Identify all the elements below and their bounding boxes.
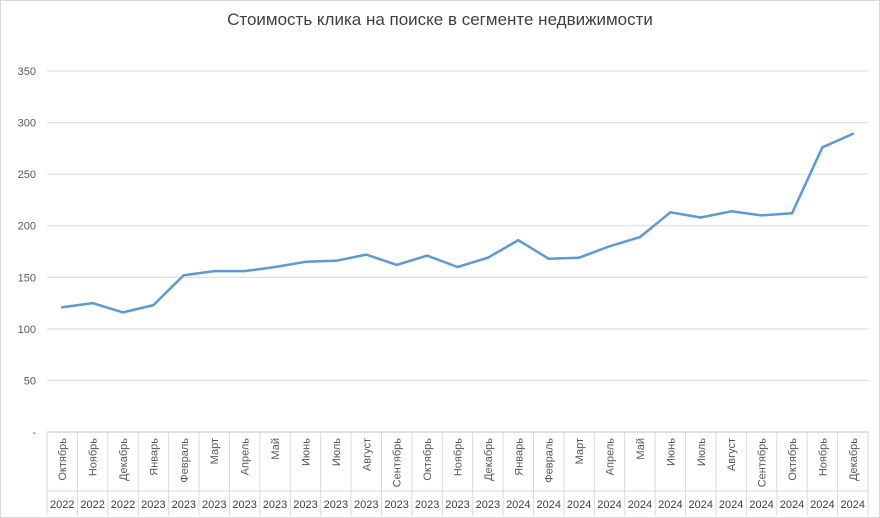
x-tick-label-month: Октябрь bbox=[422, 438, 434, 481]
x-tick-label-year: 2024 bbox=[658, 499, 682, 511]
x-tick-label-year: 2023 bbox=[263, 499, 287, 511]
x-tick-label-year: 2024 bbox=[689, 499, 713, 511]
data-point bbox=[851, 132, 854, 136]
series-line bbox=[60, 132, 855, 314]
data-point bbox=[365, 253, 368, 256]
y-axis: - 50 100 150 200 250 300 350 bbox=[18, 66, 37, 439]
data-point bbox=[273, 265, 277, 269]
x-tick-label-year: 2023 bbox=[476, 499, 500, 511]
x-tick-label-month: Февраль bbox=[179, 438, 191, 483]
x-tick-label-month: Сентябрь bbox=[757, 438, 769, 488]
x-tick-label-year: 2023 bbox=[172, 499, 196, 511]
x-tick-label-month: Ноябрь bbox=[453, 438, 465, 476]
x-tick-label-year: 2024 bbox=[536, 499, 560, 511]
x-tick-label-year: 2024 bbox=[810, 499, 834, 511]
x-tick-label-year: 2023 bbox=[324, 499, 348, 511]
x-tick-label-year: 2023 bbox=[415, 499, 439, 511]
data-point bbox=[577, 256, 581, 259]
x-tick-label-month: Июнь bbox=[665, 438, 677, 466]
x-tick-label-month: Июнь bbox=[300, 438, 312, 466]
x-tick-label-year: 2024 bbox=[567, 499, 591, 511]
y-tick-label: 300 bbox=[18, 118, 36, 130]
x-tick-label-month: Сентябрь bbox=[392, 438, 404, 488]
x-tick-label-year: 2024 bbox=[841, 499, 865, 511]
gridlines bbox=[47, 70, 868, 381]
x-tick-label-month: Октябрь bbox=[787, 438, 799, 481]
data-point bbox=[243, 269, 246, 273]
x-tick-label-month: Октябрь bbox=[57, 438, 69, 481]
x-tick-label-month: Декабрь bbox=[848, 438, 860, 481]
x-tick-label-year: 2024 bbox=[719, 499, 743, 511]
x-tick-label-year: 2023 bbox=[384, 499, 408, 511]
x-tick-label-month: Май bbox=[635, 438, 647, 460]
data-point bbox=[608, 245, 611, 248]
data-point bbox=[547, 257, 550, 260]
x-tick-label-year: 2024 bbox=[628, 499, 652, 511]
data-point bbox=[669, 211, 672, 214]
x-tick-label-year: 2023 bbox=[445, 499, 469, 511]
x-tick-label-month: Июль bbox=[331, 438, 343, 466]
x-tick-label-month: Август bbox=[361, 438, 373, 471]
y-tick-label: 200 bbox=[18, 221, 36, 233]
data-point bbox=[395, 263, 398, 267]
y-tick-label: 250 bbox=[18, 169, 36, 181]
chart-title: Стоимость клика на поиске в сегменте нед… bbox=[227, 10, 653, 29]
series bbox=[60, 132, 855, 314]
x-tick-label-year: 2024 bbox=[506, 499, 530, 511]
x-tick-label-year: 2024 bbox=[749, 499, 773, 511]
x-tick-label-year: 2023 bbox=[293, 499, 317, 511]
x-tick-label-month: Апрель bbox=[240, 438, 252, 476]
x-tick-label-year: 2024 bbox=[597, 499, 621, 511]
x-tick-label-month: Март bbox=[574, 438, 586, 464]
x-tick-label-month: Февраль bbox=[544, 438, 556, 483]
data-point bbox=[486, 256, 490, 259]
data-point bbox=[638, 235, 642, 239]
x-tick-label-year: 2022 bbox=[111, 499, 135, 511]
data-point bbox=[334, 259, 338, 262]
x-tick-label-month: Май bbox=[270, 438, 282, 460]
x-tick-label-year: 2024 bbox=[780, 499, 804, 511]
data-point bbox=[121, 311, 125, 314]
x-tick-label-month: Июль bbox=[696, 438, 708, 466]
x-tick-label-month: Декабрь bbox=[483, 438, 495, 481]
x-axis: Октябрь 2022 Ноябрь 2022 Декабрь 2022 Январь 20… bbox=[46, 431, 869, 516]
x-tick-label-month: Декабрь bbox=[118, 438, 130, 481]
y-tick-label: 50 bbox=[24, 375, 36, 387]
data-point bbox=[821, 146, 824, 149]
y-tick-label: - bbox=[32, 427, 36, 439]
x-tick-label-month: Апрель bbox=[605, 438, 617, 476]
x-tick-label-year: 2023 bbox=[202, 499, 226, 511]
x-tick-label-month: Январь bbox=[148, 438, 160, 476]
data-point bbox=[729, 210, 733, 213]
data-point bbox=[456, 265, 459, 269]
data-point bbox=[517, 238, 520, 242]
x-tick-label-year: 2022 bbox=[80, 499, 104, 511]
data-point bbox=[760, 214, 763, 217]
x-tick-label-month: Январь bbox=[513, 438, 525, 476]
data-point bbox=[304, 260, 307, 264]
x-tick-label-year: 2022 bbox=[50, 499, 74, 511]
x-tick-label-year: 2023 bbox=[354, 499, 378, 511]
data-point bbox=[61, 305, 64, 309]
x-tick-label-year: 2023 bbox=[141, 499, 165, 511]
data-point bbox=[790, 212, 794, 215]
data-point bbox=[425, 254, 429, 257]
x-tick-label-month: Март bbox=[209, 438, 221, 464]
x-tick-label-month: Ноябрь bbox=[88, 438, 100, 476]
data-point bbox=[699, 216, 702, 219]
y-tick-label: 150 bbox=[18, 272, 36, 284]
data-point bbox=[213, 269, 216, 273]
x-tick-label-month: Август bbox=[726, 438, 738, 471]
x-tick-label-month: Ноябрь bbox=[817, 438, 829, 476]
data-point bbox=[182, 274, 186, 277]
y-tick-label: 350 bbox=[18, 66, 36, 78]
data-point bbox=[91, 301, 94, 305]
data-point bbox=[152, 303, 155, 307]
y-tick-label: 100 bbox=[18, 324, 36, 336]
x-tick-label-year: 2023 bbox=[232, 499, 256, 511]
